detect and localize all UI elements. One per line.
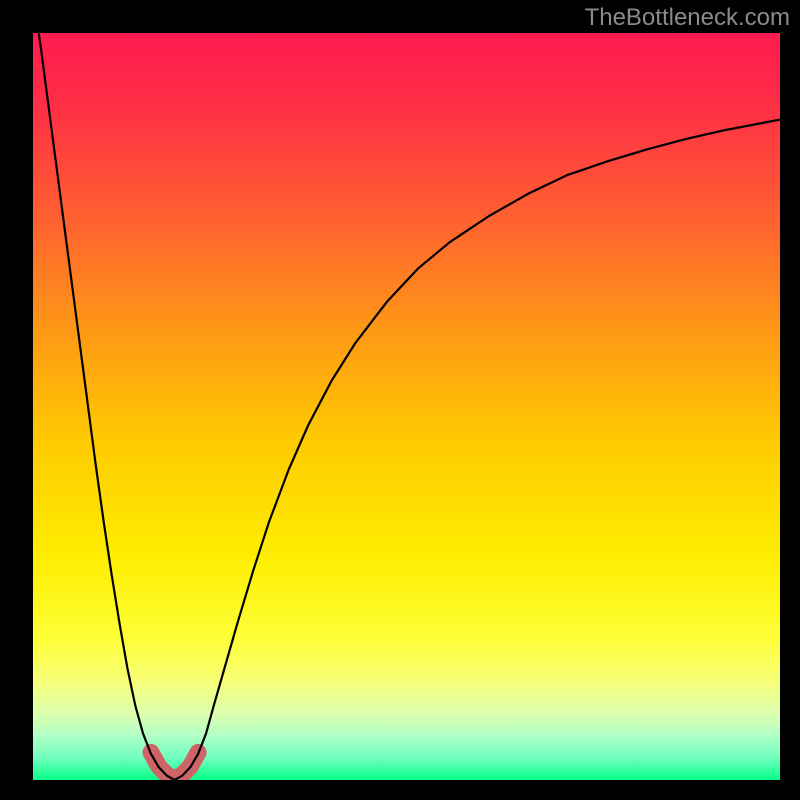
plot-svg — [33, 33, 780, 780]
plot-area — [33, 33, 780, 780]
watermark-label: TheBottleneck.com — [585, 4, 790, 32]
curve-main — [35, 33, 780, 780]
